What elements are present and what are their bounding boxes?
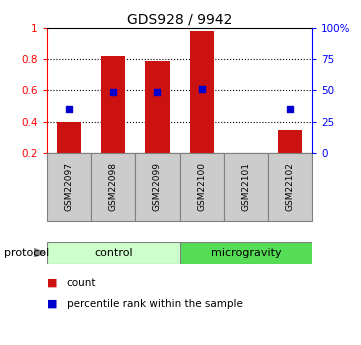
Bar bbox=[224, 153, 268, 221]
Text: GSM22102: GSM22102 bbox=[286, 162, 295, 211]
Text: ■: ■ bbox=[47, 299, 57, 308]
Bar bbox=[135, 153, 180, 221]
Text: control: control bbox=[94, 248, 132, 258]
Bar bbox=[101, 56, 125, 153]
Title: GDS928 / 9942: GDS928 / 9942 bbox=[127, 12, 232, 27]
Bar bbox=[278, 130, 302, 153]
Text: GSM22101: GSM22101 bbox=[242, 162, 251, 211]
Point bbox=[155, 89, 160, 95]
Point bbox=[287, 107, 293, 112]
Text: count: count bbox=[67, 278, 96, 288]
Text: microgravity: microgravity bbox=[210, 248, 281, 258]
Text: GSM22099: GSM22099 bbox=[153, 162, 162, 211]
Bar bbox=[179, 153, 224, 221]
Polygon shape bbox=[34, 248, 45, 257]
Bar bbox=[91, 153, 135, 221]
Bar bbox=[190, 31, 214, 153]
Text: GSM22097: GSM22097 bbox=[65, 162, 74, 211]
Text: ■: ■ bbox=[47, 278, 57, 288]
Text: protocol: protocol bbox=[4, 248, 49, 257]
Bar bbox=[47, 153, 91, 221]
Bar bbox=[145, 61, 170, 153]
Point bbox=[66, 107, 72, 112]
Point bbox=[199, 86, 205, 91]
Text: GSM22098: GSM22098 bbox=[109, 162, 118, 211]
Bar bbox=[57, 122, 81, 153]
Bar bbox=[268, 153, 312, 221]
Text: percentile rank within the sample: percentile rank within the sample bbox=[67, 299, 243, 308]
Point bbox=[110, 89, 116, 95]
Text: GSM22100: GSM22100 bbox=[197, 162, 206, 211]
